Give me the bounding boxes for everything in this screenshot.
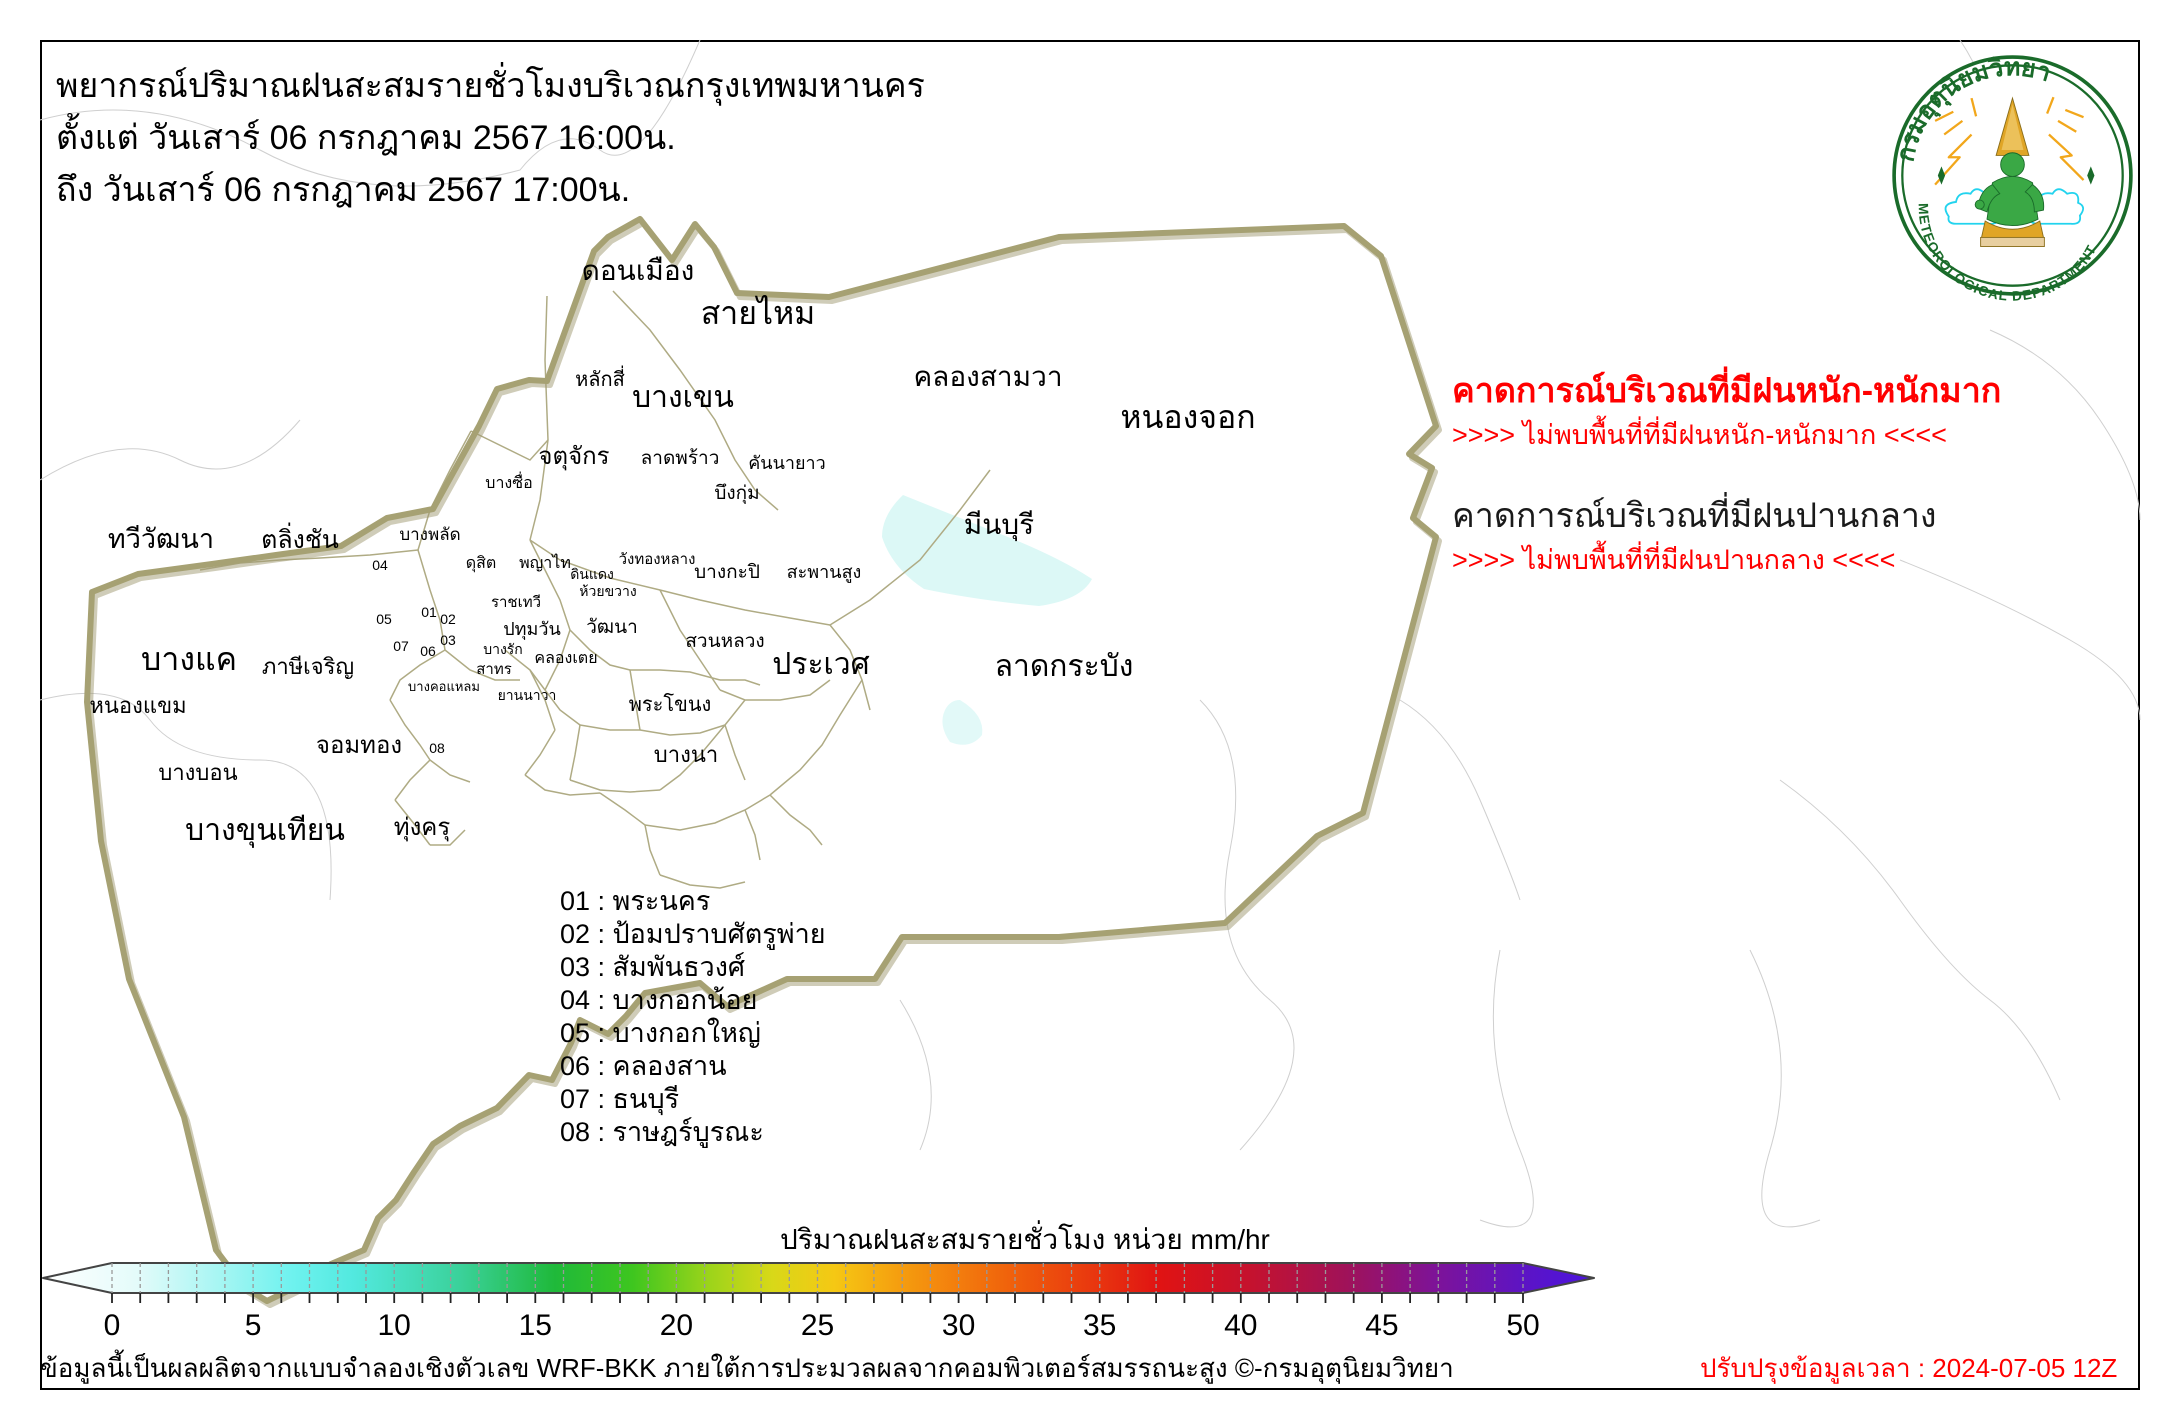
svg-text:ลาดกระบัง: ลาดกระบัง: [995, 650, 1134, 683]
svg-text:40: 40: [1224, 1309, 1257, 1342]
svg-text:บางขุนเทียน: บางขุนเทียน: [185, 814, 345, 849]
svg-text:06 : คลองสาน: 06 : คลองสาน: [560, 1051, 727, 1081]
svg-text:บางนา: บางนา: [654, 742, 718, 767]
svg-text:คันนายาว: คันนายาว: [748, 453, 826, 473]
svg-text:สายไหม: สายไหม: [701, 295, 816, 331]
svg-text:ดินแดง: ดินแดง: [570, 566, 614, 582]
svg-text:03 : สัมพันธวงศ์: 03 : สัมพันธวงศ์: [560, 951, 745, 982]
svg-text:08: 08: [429, 740, 445, 756]
svg-text:หนองจอก: หนองจอก: [1120, 399, 1255, 435]
svg-text:บางแค: บางแค: [141, 641, 237, 677]
svg-text:30: 30: [942, 1309, 975, 1342]
svg-text:ภาษีเจริญ: ภาษีเจริญ: [262, 654, 354, 679]
svg-text:ประเวศ: ประเวศ: [772, 648, 869, 681]
svg-text:จตุจักร: จตุจักร: [538, 443, 609, 471]
svg-text:0: 0: [104, 1309, 121, 1342]
svg-text:สาทร: สาทร: [476, 661, 512, 678]
svg-text:หลักสี่: หลักสี่: [575, 365, 625, 391]
svg-text:50: 50: [1506, 1309, 1539, 1342]
svg-text:05 : บางกอกใหญ่: 05 : บางกอกใหญ่: [560, 1017, 761, 1048]
svg-text:พระโขนง: พระโขนง: [629, 693, 712, 716]
svg-text:07: 07: [393, 638, 409, 654]
svg-text:บางพลัด: บางพลัด: [399, 525, 460, 544]
svg-text:02: 02: [440, 611, 456, 627]
svg-text:จอมทอง: จอมทอง: [316, 732, 402, 759]
svg-text:01: 01: [421, 604, 437, 620]
svg-text:ทุ่งครุ: ทุ่งครุ: [394, 814, 451, 842]
svg-text:ราชเทวี: ราชเทวี: [491, 594, 541, 611]
svg-text:ลาดพร้าว: ลาดพร้าว: [641, 448, 720, 469]
svg-text:บางบอน: บางบอน: [158, 760, 237, 785]
svg-text:45: 45: [1365, 1309, 1398, 1342]
svg-text:บางรัก: บางรัก: [483, 641, 523, 657]
svg-text:ทวีวัฒนา: ทวีวัฒนา: [108, 524, 214, 554]
svg-text:วัฒนา: วัฒนา: [586, 617, 638, 638]
svg-text:พญาไท: พญาไท: [519, 553, 571, 572]
svg-text:ตลิ่งชัน: ตลิ่งชัน: [261, 522, 339, 554]
svg-text:ปทุมวัน: ปทุมวัน: [503, 619, 561, 640]
svg-text:มีนบุรี: มีนบุรี: [964, 509, 1034, 542]
svg-text:วังทองหลาง: วังทองหลาง: [619, 551, 696, 568]
svg-text:สวนหลวง: สวนหลวง: [685, 631, 764, 652]
svg-text:คลองเตย: คลองเตย: [534, 650, 597, 667]
svg-text:สะพานสูง: สะพานสูง: [787, 562, 862, 583]
svg-text:06: 06: [420, 643, 436, 659]
svg-text:ดุสิต: ดุสิต: [466, 555, 497, 573]
svg-text:ยานนาวา: ยานนาวา: [498, 687, 557, 703]
svg-text:03: 03: [440, 632, 456, 648]
svg-text:บางซื่อ: บางซื่อ: [485, 471, 532, 492]
svg-text:บางกะปิ: บางกะปิ: [694, 562, 760, 583]
svg-text:คลองสามวา: คลองสามวา: [913, 361, 1062, 392]
svg-text:25: 25: [801, 1309, 834, 1342]
svg-text:บางคอแหลม: บางคอแหลม: [408, 679, 480, 694]
svg-text:08 : ราษฎร์บูรณะ: 08 : ราษฎร์บูรณะ: [560, 1116, 764, 1148]
svg-text:20: 20: [660, 1309, 693, 1342]
svg-text:5: 5: [245, 1309, 262, 1342]
svg-text:04: 04: [372, 557, 388, 573]
svg-text:บางเขน: บางเขน: [632, 381, 734, 414]
svg-text:ดอนเมือง: ดอนเมือง: [582, 255, 695, 286]
svg-text:10: 10: [378, 1309, 411, 1342]
svg-text:02 : ป้อมปราบศัตรูพ่าย: 02 : ป้อมปราบศัตรูพ่าย: [560, 919, 826, 950]
svg-text:01 : พระนคร: 01 : พระนคร: [560, 886, 710, 916]
svg-text:07 : ธนบุรี: 07 : ธนบุรี: [560, 1084, 679, 1116]
svg-text:15: 15: [519, 1309, 552, 1342]
svg-text:ห้วยขวาง: ห้วยขวาง: [579, 583, 636, 599]
svg-text:หนองแขม: หนองแขม: [89, 693, 186, 718]
svg-text:04 : บางกอกน้อย: 04 : บางกอกน้อย: [560, 985, 757, 1015]
svg-text:บึงกุ่ม: บึงกุ่ม: [714, 483, 759, 505]
svg-text:35: 35: [1083, 1309, 1116, 1342]
svg-text:05: 05: [376, 611, 392, 627]
